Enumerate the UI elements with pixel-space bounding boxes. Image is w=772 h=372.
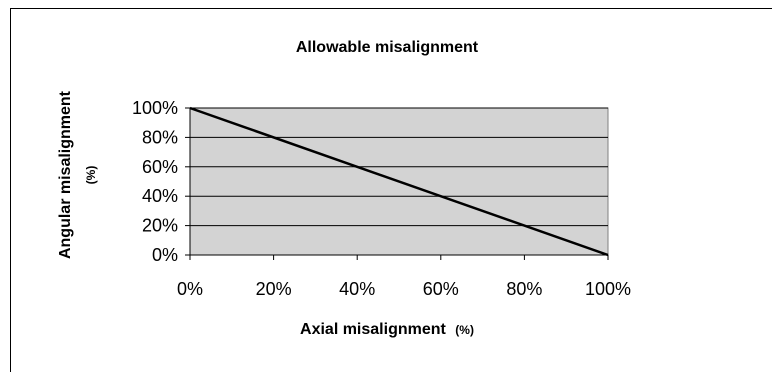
- series-group: [189, 106, 609, 257]
- axes: [185, 107, 609, 260]
- x-tick-label: 60%: [423, 279, 459, 299]
- y-tick-label: 100%: [132, 98, 178, 118]
- y-axis-label: Angular misalignment: [57, 90, 74, 259]
- y-tick-label: 60%: [142, 157, 178, 177]
- x-axis-unit: (%): [455, 323, 474, 337]
- y-tick-labels: 0% 20% 40% 60% 80% 100%: [132, 98, 178, 265]
- y-tick-label: 20%: [142, 216, 178, 236]
- y-tick-label: 80%: [142, 127, 178, 147]
- series-line: [189, 106, 609, 257]
- x-tick-label: 40%: [339, 279, 375, 299]
- y-tick-label: 40%: [142, 186, 178, 206]
- y-axis-unit: (%): [84, 166, 98, 185]
- x-tick-label: 0%: [177, 279, 203, 299]
- gridlines: [190, 107, 608, 227]
- x-axis-label: Axial misalignment: [300, 321, 446, 338]
- y-tick-label: 0%: [152, 245, 178, 265]
- x-axis-title: Axial misalignment (%): [300, 321, 474, 338]
- x-tick-labels: 0% 20% 40% 60% 80% 100%: [177, 279, 631, 299]
- x-tick-label: 100%: [585, 279, 631, 299]
- chart-frame: [10, 8, 772, 372]
- x-tick-label: 20%: [256, 279, 292, 299]
- chart-title: Allowable misalignment: [296, 39, 479, 56]
- x-tick-label: 80%: [506, 279, 542, 299]
